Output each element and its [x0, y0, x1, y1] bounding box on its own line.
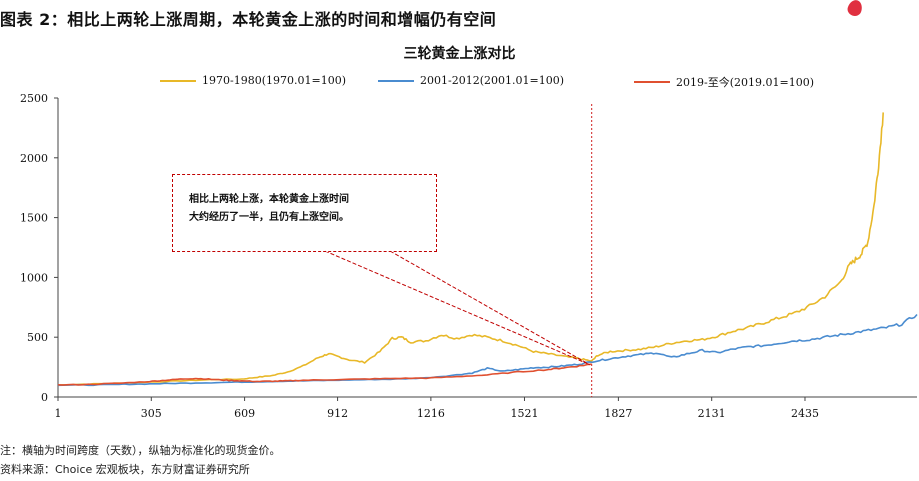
legend-item-2019: 2019-至今(2019.01=100): [634, 74, 814, 90]
chart-note: 注：横轴为时间跨度（天数），纵轴为标准化的现货金价。: [0, 444, 281, 457]
series-1970-line: [57, 112, 884, 386]
y-tick-label: 1500: [20, 212, 48, 225]
y-tick-label: 500: [27, 331, 48, 344]
x-tick-label: 1: [55, 407, 62, 420]
x-tick-label: 1521: [510, 407, 538, 420]
chart-legend: 1970-1980(1970.01=100) 2001-2012(2001.01…: [0, 74, 919, 92]
x-tick-label: 2131: [698, 407, 726, 420]
x-tick-label: 2435: [791, 407, 819, 420]
legend-swatch-2001: [378, 79, 414, 82]
legend-swatch-1970: [160, 79, 196, 82]
x-tick-label: 912: [327, 407, 348, 420]
x-tick-label: 1827: [604, 407, 632, 420]
y-tick-label: 2000: [20, 152, 48, 165]
chart-source: 资料来源：Choice 宏观板块，东方财富证券研究所: [0, 463, 250, 476]
figure-title: 图表 2：相比上两轮上涨周期，本轮黄金上涨的时间和增幅仍有空间: [0, 10, 497, 29]
series-2019-line: [57, 363, 592, 386]
annotation-line-2: 大约经历了一半，且仍有上涨空间。: [189, 212, 349, 223]
annotation-line-1: 相比上两轮上涨，本轮黄金上涨时间: [189, 194, 349, 205]
x-tick-label: 609: [234, 407, 255, 420]
annotation-connector-left: [324, 250, 590, 366]
line-chart: 0 500 1000 1500 2000 2500 1 305 609 912 1216 1521 18…: [20, 92, 918, 420]
annotation-box: 相比上两轮上涨，本轮黄金上涨时间 大约经历了一半，且仍有上涨空间。: [172, 174, 437, 252]
x-tick-label: 305: [141, 407, 162, 420]
x-tick-label: 1216: [417, 407, 445, 420]
legend-label-1970: 1970-1980(1970.01=100): [202, 74, 346, 87]
legend-label-2019: 2019-至今(2019.01=100): [676, 76, 814, 89]
chart-title: 三轮黄金上涨对比: [403, 46, 516, 62]
y-tick-label: 2500: [20, 92, 48, 105]
legend-item-1970: 1970-1980(1970.01=100): [160, 74, 346, 87]
legend-item-2001: 2001-2012(2001.01=100): [378, 74, 564, 87]
legend-label-2001: 2001-2012(2001.01=100): [420, 74, 564, 87]
annotation-connector-right: [389, 250, 590, 366]
legend-swatch-2019: [634, 81, 670, 83]
y-tick-label: 1000: [20, 271, 48, 284]
y-tick-label: 0: [41, 391, 48, 404]
